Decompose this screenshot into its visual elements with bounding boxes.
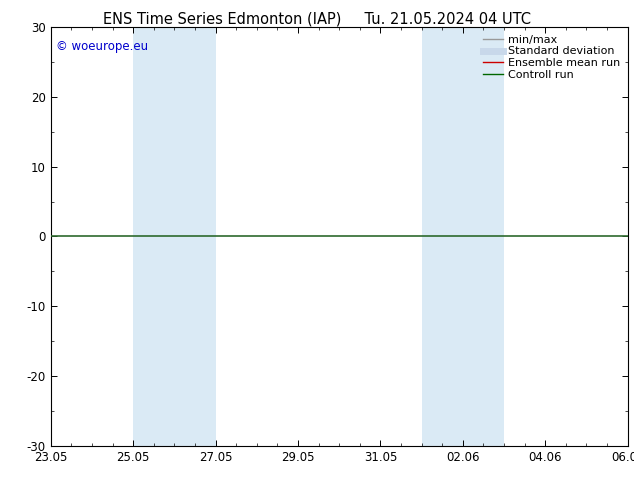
Text: ENS Time Series Edmonton (IAP)     Tu. 21.05.2024 04 UTC: ENS Time Series Edmonton (IAP) Tu. 21.05… xyxy=(103,11,531,26)
Bar xyxy=(422,27,504,446)
Legend: min/max, Standard deviation, Ensemble mean run, Controll run: min/max, Standard deviation, Ensemble me… xyxy=(481,32,622,82)
Bar xyxy=(133,27,216,446)
Text: © woeurope.eu: © woeurope.eu xyxy=(56,40,148,52)
